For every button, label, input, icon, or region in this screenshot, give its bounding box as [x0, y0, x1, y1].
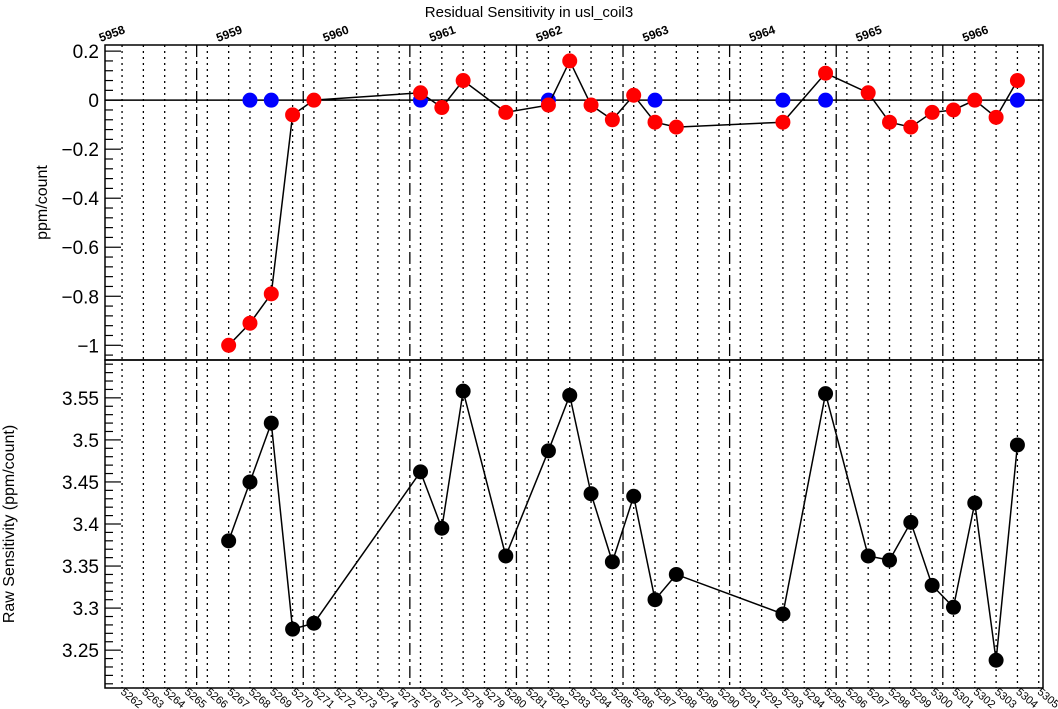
data-point — [562, 53, 578, 69]
data-point — [242, 474, 258, 490]
data-point — [540, 97, 556, 113]
y-tick-label: 3.25 — [62, 641, 99, 662]
data-point — [604, 112, 620, 128]
y-tick-label: 3.5 — [73, 431, 99, 452]
data-point — [775, 92, 791, 108]
y-tick-label: −1 — [77, 336, 99, 357]
data-point — [413, 464, 429, 480]
y-tick-label: 3.45 — [62, 473, 99, 494]
y-tick-label: −0.6 — [61, 238, 99, 259]
data-point — [540, 443, 556, 459]
data-point — [860, 85, 876, 101]
frame-layer — [104, 44, 1044, 689]
data-point — [498, 548, 514, 564]
data-point — [818, 65, 834, 81]
data-point — [818, 386, 834, 402]
data-point — [882, 114, 898, 130]
y-axis-title: Raw Sensitivity (ppm/count) — [1, 425, 18, 623]
data-point — [434, 520, 450, 536]
y-tick-label: 0.2 — [73, 42, 99, 63]
data-point — [1009, 92, 1025, 108]
y-tick-label: −0.8 — [61, 287, 99, 308]
data-point — [647, 92, 663, 108]
data-point — [583, 486, 599, 502]
data-point — [945, 102, 961, 118]
series-layer — [221, 53, 1025, 668]
data-point — [775, 606, 791, 622]
data-point — [668, 566, 684, 582]
y-axis-title: ppm/count — [34, 165, 51, 240]
data-point — [1009, 437, 1025, 453]
data-point — [455, 73, 471, 89]
data-point — [604, 554, 620, 570]
data-point — [647, 592, 663, 608]
y-tick-label: 3.35 — [62, 557, 99, 578]
data-point — [306, 615, 322, 631]
data-point — [924, 577, 940, 593]
data-point — [903, 119, 919, 135]
data-point — [1009, 73, 1025, 89]
data-point — [221, 337, 237, 353]
data-point — [945, 599, 961, 615]
data-point — [626, 87, 642, 103]
data-point — [498, 104, 514, 120]
data-point — [647, 114, 663, 130]
series-line — [227, 390, 1019, 661]
data-point — [860, 548, 876, 564]
data-point — [583, 97, 599, 113]
y-tick-label: 3.55 — [62, 389, 99, 410]
y-tick-label: −0.2 — [61, 140, 99, 161]
data-point — [263, 415, 279, 431]
chart-title: Residual Sensitivity in usl_coil3 — [425, 4, 633, 21]
data-point — [988, 652, 1004, 668]
y-tick-label: 0 — [88, 91, 99, 112]
data-point — [967, 92, 983, 108]
data-point — [775, 114, 791, 130]
y-tick-label: −0.4 — [61, 189, 99, 210]
data-point — [924, 104, 940, 120]
data-point — [242, 315, 258, 331]
data-point — [626, 488, 642, 504]
data-point — [434, 100, 450, 116]
y-tick-label: 3.4 — [73, 515, 100, 536]
data-point — [903, 514, 919, 530]
data-point — [306, 92, 322, 108]
data-point — [263, 286, 279, 302]
data-point — [455, 383, 471, 399]
data-point — [562, 387, 578, 403]
data-point — [221, 533, 237, 549]
data-point — [882, 552, 898, 568]
label-layer: 0.2 0 −0.2 −0.4 −0.6 −0.8 −1 ppm/count 3.55 3.5 3.… — [1, 22, 1058, 709]
data-point — [242, 92, 258, 108]
y-tick-label: 3.3 — [73, 599, 99, 620]
data-point — [285, 107, 301, 123]
data-point — [413, 85, 429, 101]
data-point — [263, 92, 279, 108]
data-point — [818, 92, 834, 108]
data-point — [285, 621, 301, 637]
data-point — [668, 119, 684, 135]
data-point — [988, 109, 1004, 125]
data-point — [967, 495, 983, 511]
